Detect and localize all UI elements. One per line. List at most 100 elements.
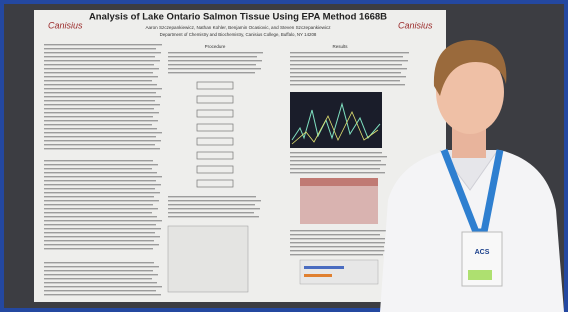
- text-line: [44, 140, 161, 141]
- text-line: [168, 216, 259, 217]
- text-line: [44, 132, 162, 133]
- logo-left: Canisius: [48, 20, 83, 30]
- text-line: [44, 248, 153, 249]
- text-line: [168, 208, 260, 209]
- poster-affiliation: Department of Chemistry and Biochemistry…: [160, 32, 317, 37]
- text-line: [290, 156, 387, 157]
- text-line: [44, 52, 161, 53]
- poster-title: Analysis of Lake Ontario Salmon Tissue U…: [89, 12, 387, 23]
- text-line: [168, 52, 263, 53]
- text-line: [44, 282, 157, 283]
- photo: Canisius Canisius Analysis of Lake Ontar…: [0, 0, 568, 312]
- text-line: [168, 68, 261, 69]
- bar: [304, 266, 344, 269]
- text-line: [44, 112, 159, 113]
- text-line: [168, 64, 256, 65]
- text-line: [44, 68, 159, 69]
- text-line: [44, 192, 160, 193]
- text-line: [290, 172, 385, 173]
- text-line: [168, 196, 256, 197]
- text-line: [44, 124, 152, 125]
- text-line: [168, 212, 254, 213]
- text-line: [44, 164, 158, 165]
- text-line: [44, 92, 156, 93]
- text-line: [44, 100, 155, 101]
- text-line: [44, 56, 155, 57]
- text-line: [290, 160, 381, 161]
- text-line: [44, 236, 160, 237]
- text-line: [290, 242, 390, 243]
- text-line: [290, 52, 409, 53]
- text-line: [290, 246, 384, 247]
- text-line: [290, 152, 382, 153]
- text-line: [44, 262, 154, 263]
- text-line: [44, 216, 157, 217]
- text-line: [44, 72, 153, 73]
- section-heading: Procedure: [205, 44, 226, 49]
- text-line: [44, 212, 152, 213]
- text-line: [44, 196, 154, 197]
- text-line: [290, 168, 380, 169]
- text-line: [44, 84, 157, 85]
- text-line: [44, 60, 160, 61]
- text-line: [44, 204, 153, 205]
- text-line: [44, 120, 158, 121]
- badge-label: ACS: [475, 249, 490, 256]
- text-line: [290, 68, 407, 69]
- text-line: [290, 84, 405, 85]
- text-line: [44, 108, 154, 109]
- text-line: [44, 48, 156, 49]
- text-line: [290, 64, 402, 65]
- text-line: [44, 128, 157, 129]
- text-line: [168, 60, 262, 61]
- text-line: [44, 136, 156, 137]
- text-line: [44, 220, 162, 221]
- text-line: [44, 290, 156, 291]
- page: Canisius Canisius Analysis of Lake Ontar…: [0, 0, 568, 312]
- results-chart: [300, 178, 378, 186]
- text-line: [44, 148, 160, 149]
- bar: [304, 274, 332, 277]
- text-line: [44, 208, 158, 209]
- text-line: [168, 200, 261, 201]
- text-line: [44, 232, 155, 233]
- text-line: [168, 56, 257, 57]
- text-line: [44, 80, 152, 81]
- text-line: [44, 176, 162, 177]
- text-line: [44, 266, 159, 267]
- text-line: [290, 80, 400, 81]
- text-line: [44, 244, 159, 245]
- text-line: [44, 44, 162, 45]
- text-line: [44, 104, 160, 105]
- bar-chart: [300, 260, 378, 284]
- text-line: [44, 96, 161, 97]
- text-line: [44, 224, 156, 225]
- text-line: [290, 56, 403, 57]
- text-line: [290, 230, 386, 231]
- section-heading: Results: [332, 44, 348, 49]
- text-line: [168, 72, 255, 73]
- logo-right: Canisius: [398, 20, 433, 30]
- text-line: [290, 60, 408, 61]
- text-line: [44, 274, 158, 275]
- text-line: [44, 200, 159, 201]
- text-line: [290, 238, 385, 239]
- text-line: [290, 250, 389, 251]
- text-line: [44, 228, 161, 229]
- text-line: [44, 180, 156, 181]
- text-line: [44, 188, 155, 189]
- text-line: [44, 286, 162, 287]
- chromatogram: [290, 92, 382, 148]
- text-line: [44, 88, 162, 89]
- text-line: [290, 76, 406, 77]
- text-line: [44, 270, 153, 271]
- text-line: [44, 168, 152, 169]
- text-line: [44, 144, 155, 145]
- text-line: [44, 160, 153, 161]
- text-line: [44, 116, 153, 117]
- text-line: [290, 164, 386, 165]
- data-table: [168, 226, 248, 292]
- text-line: [44, 64, 154, 65]
- text-line: [290, 72, 401, 73]
- text-line: [44, 240, 154, 241]
